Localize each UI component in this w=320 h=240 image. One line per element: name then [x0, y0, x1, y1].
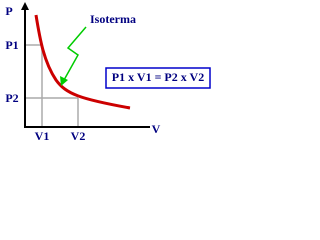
isotherm-diagram: P V P1 P2 V1 V2 Isoterma P1 x V1 = P2 x …: [0, 0, 213, 144]
x-axis-label: V: [152, 122, 161, 136]
y-axis-label: P: [5, 4, 12, 18]
isotherm-curve: [34, 14, 131, 110]
curve-label: Isoterma: [90, 12, 136, 26]
formula: P1 x V1 = P2 x V2: [112, 70, 204, 84]
p2-label: P2: [5, 91, 18, 105]
pointer-arrow: [63, 26, 87, 81]
pointer-arrowhead: [60, 76, 68, 86]
p1-label: P1: [5, 38, 18, 52]
v2-label: V2: [71, 129, 86, 143]
formula-box: [105, 67, 211, 89]
v1-label: V1: [35, 129, 50, 143]
y-axis-arrow: [21, 2, 29, 10]
